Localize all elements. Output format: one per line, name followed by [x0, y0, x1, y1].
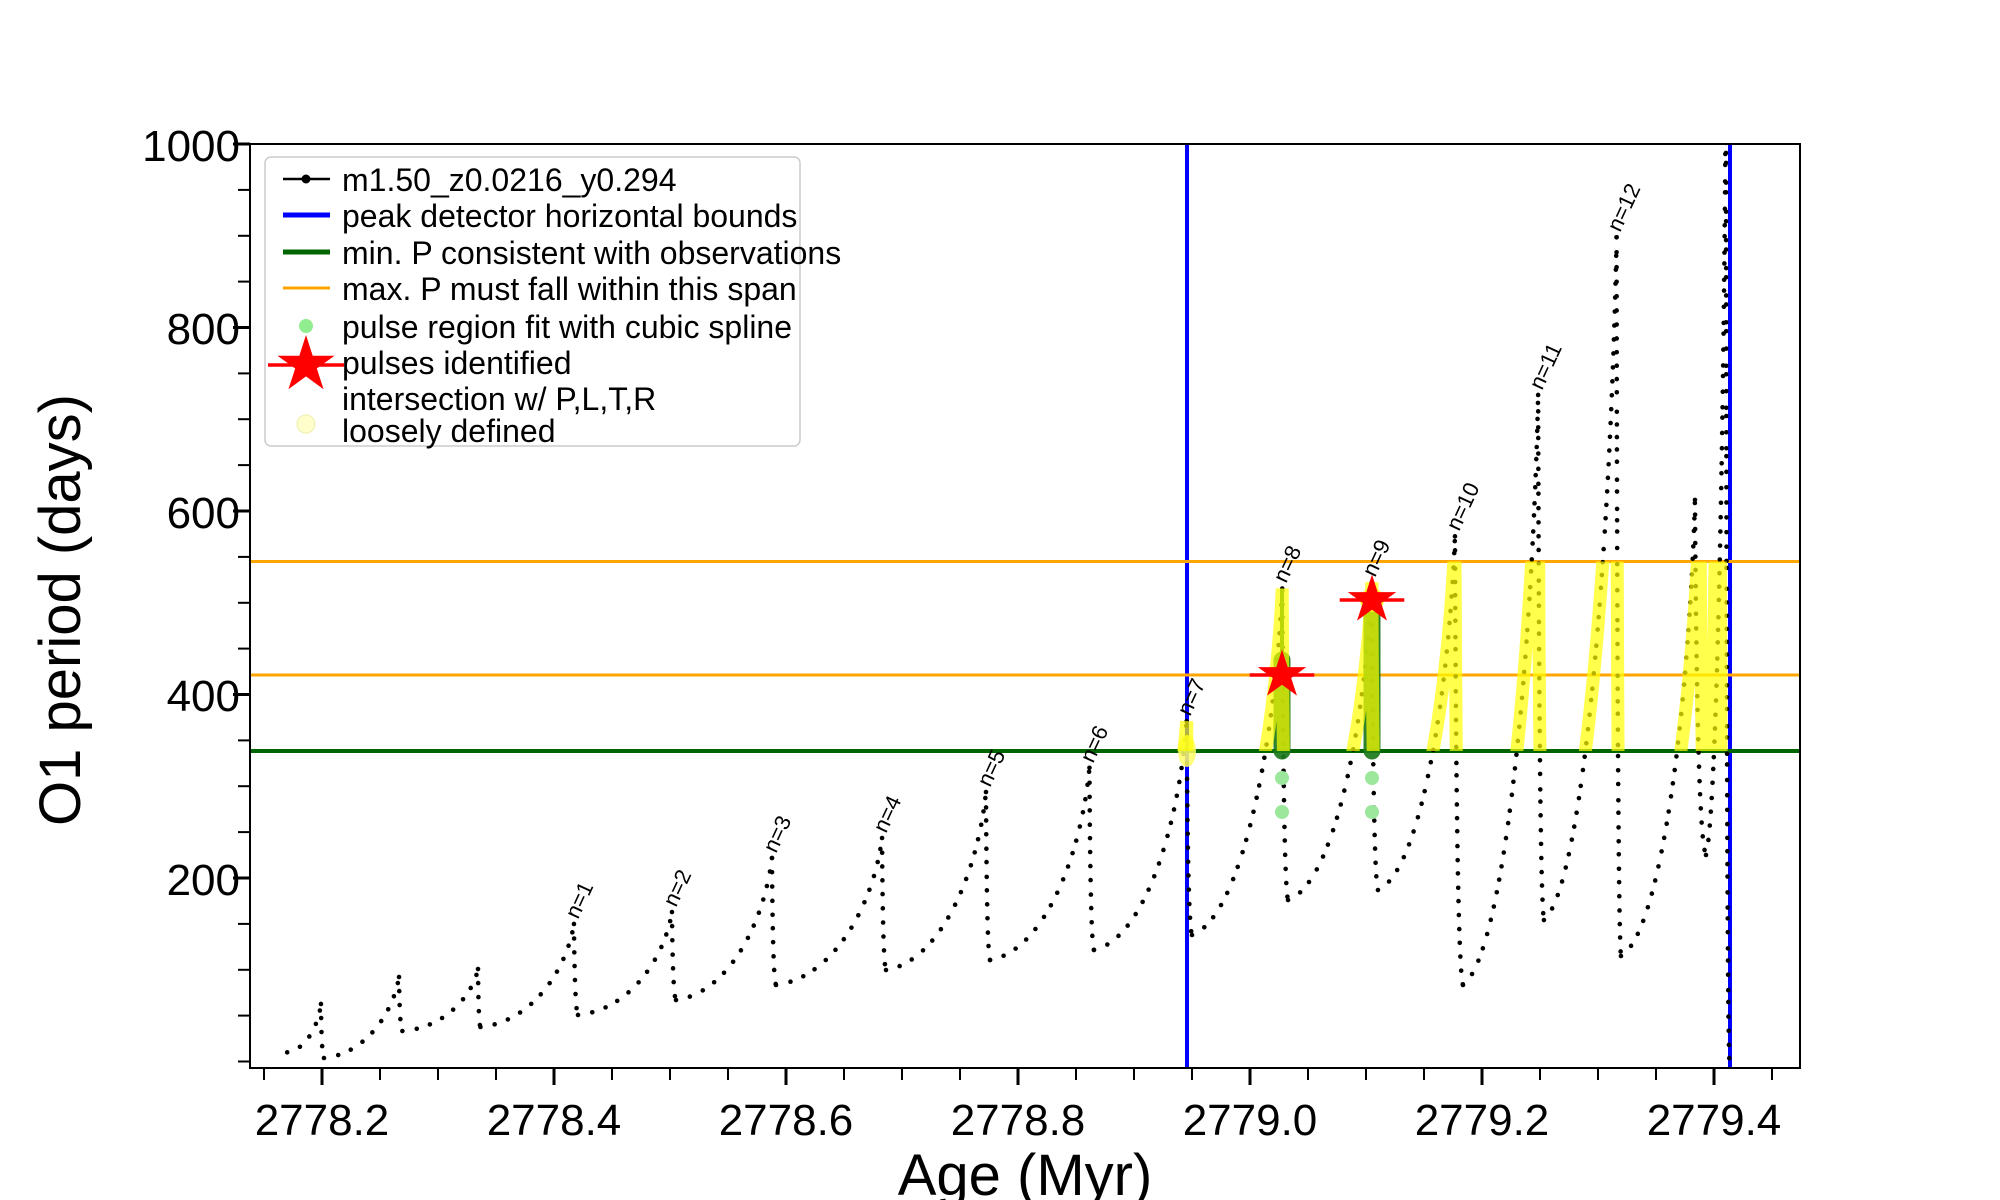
svg-text:2778.6: 2778.6 — [719, 1096, 854, 1145]
svg-text:intersection w/ P,L,T,R: intersection w/ P,L,T,R — [342, 381, 656, 417]
svg-text:2779.4: 2779.4 — [1647, 1096, 1782, 1145]
svg-text:min. P consistent with observa: min. P consistent with observations — [342, 235, 841, 271]
svg-text:pulses identified: pulses identified — [342, 345, 571, 381]
svg-text:600: 600 — [167, 489, 240, 538]
svg-text:2779.2: 2779.2 — [1415, 1096, 1550, 1145]
svg-text:Age (Myr): Age (Myr) — [898, 1143, 1153, 1200]
svg-text:400: 400 — [167, 672, 240, 721]
svg-text:O1 period (days): O1 period (days) — [28, 394, 93, 826]
svg-text:peak detector horizontal bound: peak detector horizontal bounds — [342, 198, 797, 234]
svg-text:2779.0: 2779.0 — [1183, 1096, 1318, 1145]
svg-text:1000: 1000 — [142, 122, 240, 171]
svg-text:2778.8: 2778.8 — [951, 1096, 1086, 1145]
svg-text:loosely defined: loosely defined — [342, 413, 555, 449]
svg-text:800: 800 — [167, 305, 240, 354]
svg-text:2778.4: 2778.4 — [487, 1096, 622, 1145]
svg-text:2778.2: 2778.2 — [255, 1096, 390, 1145]
svg-text:pulse region fit with cubic sp: pulse region fit with cubic spline — [342, 309, 792, 345]
svg-text:200: 200 — [167, 856, 240, 905]
svg-text:max. P must fall within this s: max. P must fall within this span — [342, 271, 797, 307]
svg-text:m1.50_z0.0216_y0.294: m1.50_z0.0216_y0.294 — [342, 162, 676, 198]
